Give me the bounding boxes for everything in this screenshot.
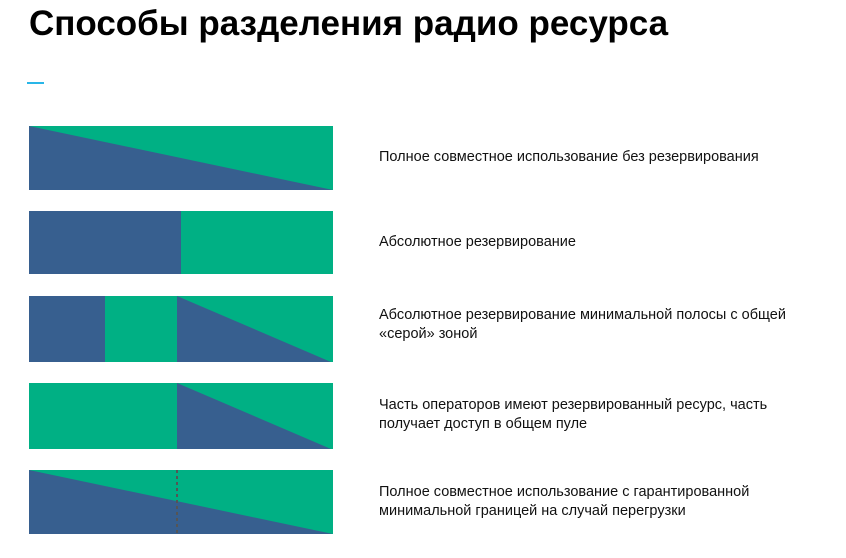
scheme-label-3: Абсолютное резервирование минимальной по… xyxy=(379,307,786,342)
scheme-diagram-3 xyxy=(29,296,333,362)
scheme-label-1: Полное совместное использование без резе… xyxy=(379,149,759,165)
scheme-diagram-4 xyxy=(29,383,333,449)
scheme-diagram-2 xyxy=(29,211,333,274)
scheme-diagram-1 xyxy=(29,126,333,190)
scheme-label-4: Часть операторов имеют резервированный р… xyxy=(379,397,768,432)
scheme-label-5: Полное совместное использование с гарант… xyxy=(379,484,750,519)
accent-line xyxy=(27,82,44,84)
scheme-diagram-5 xyxy=(29,470,333,534)
page-title: Способы разделения радио ресурса xyxy=(29,4,669,43)
scheme-label-2: Абсолютное резервирование xyxy=(379,234,576,250)
